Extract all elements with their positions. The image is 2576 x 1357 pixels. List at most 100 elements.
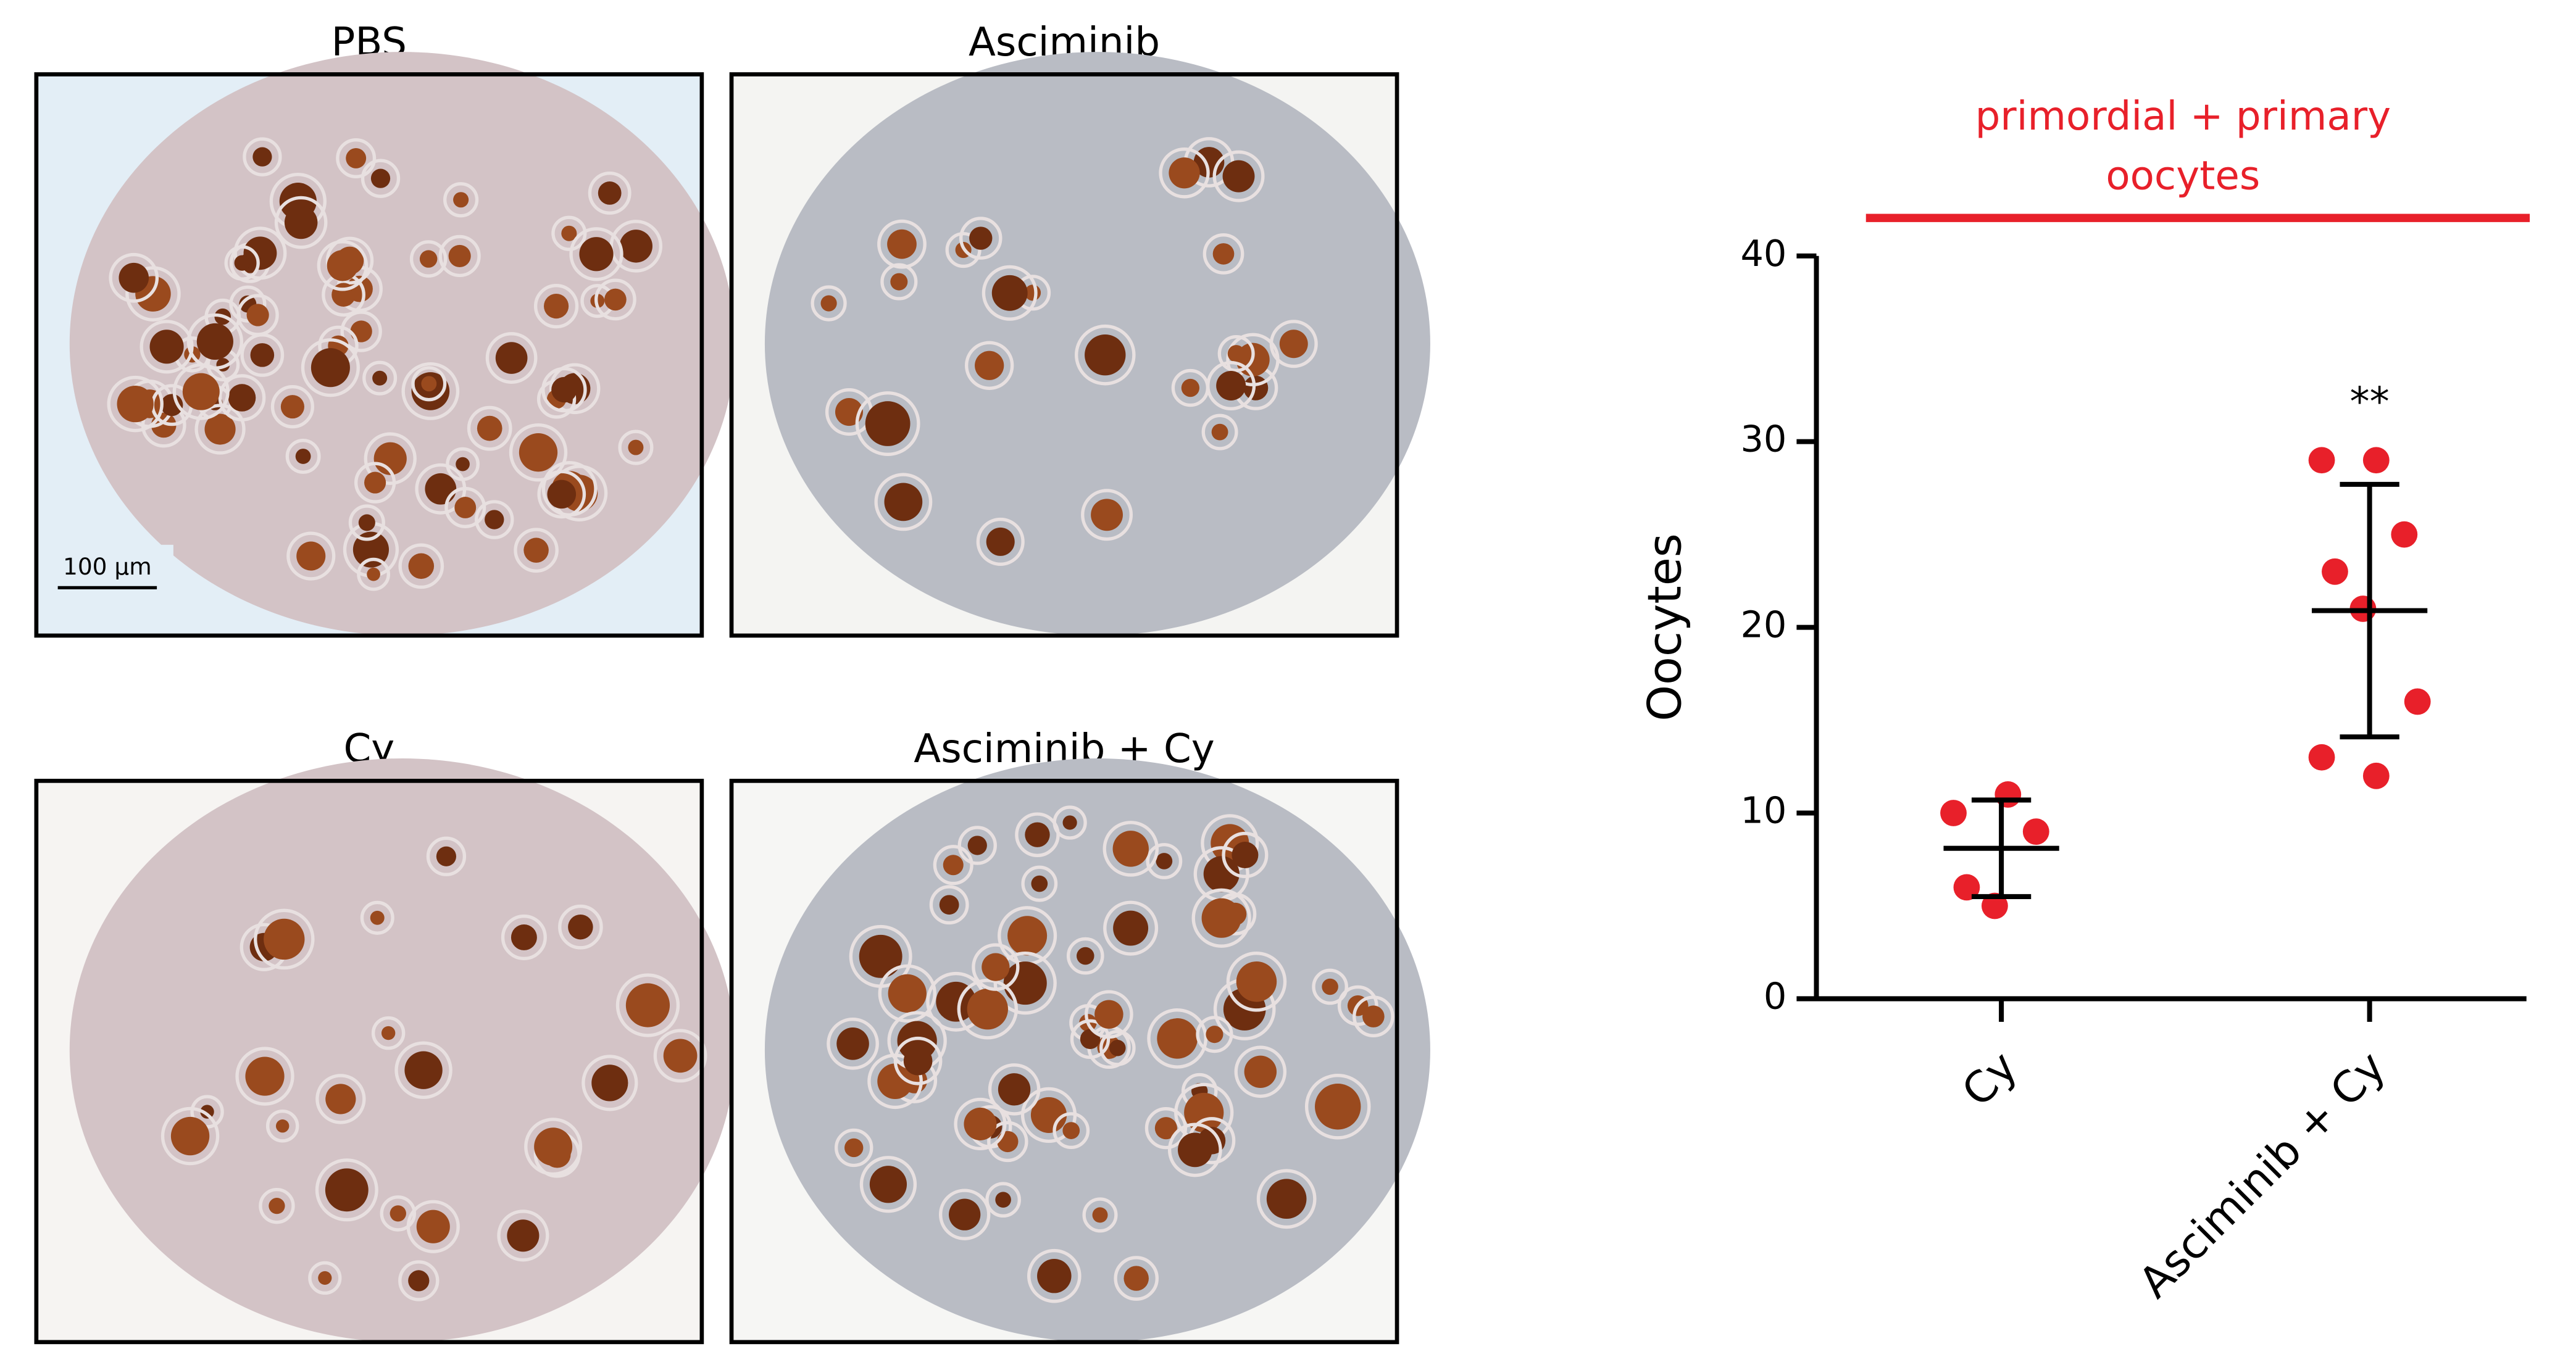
- follicle: [443, 182, 479, 218]
- oocyte: [275, 1119, 290, 1133]
- oocyte: [887, 229, 917, 259]
- oocyte: [245, 1056, 285, 1096]
- follicle: [618, 430, 654, 465]
- oocyte: [619, 230, 652, 263]
- follicle: [235, 1047, 294, 1106]
- oocyte: [325, 1084, 356, 1114]
- follicle: [549, 363, 601, 415]
- follicle: [1312, 968, 1348, 1005]
- follicle: [236, 294, 279, 336]
- data-point: [1953, 874, 1980, 901]
- follicle: [467, 405, 512, 451]
- oocyte: [456, 457, 470, 471]
- oocyte: [1178, 1132, 1212, 1168]
- follicle: [475, 500, 514, 539]
- oocyte: [964, 1107, 997, 1140]
- oocyte: [663, 1039, 698, 1073]
- follicle: [954, 1097, 1007, 1151]
- oocyte: [352, 531, 390, 568]
- follicle: [398, 1260, 440, 1301]
- oocyte: [264, 918, 305, 960]
- follicle: [1337, 985, 1378, 1026]
- oocyte: [1112, 831, 1149, 867]
- follicle: [533, 283, 579, 329]
- data-point: [2391, 521, 2418, 548]
- oocyte: [1222, 160, 1255, 193]
- follicle: [1203, 233, 1244, 275]
- oocyte: [485, 510, 504, 529]
- follicle: [325, 236, 374, 285]
- oocyte: [1211, 423, 1228, 441]
- oocyte: [1031, 875, 1048, 892]
- follicle: [880, 263, 918, 301]
- oocyte: [327, 250, 359, 281]
- oocyte: [284, 205, 318, 239]
- oocyte: [228, 384, 256, 412]
- oocyte: [1030, 1097, 1067, 1134]
- oocyte: [1184, 1092, 1224, 1133]
- follicle: [982, 265, 1038, 321]
- follicle: [945, 231, 982, 268]
- follicle: [401, 362, 460, 420]
- follicle: [959, 217, 1002, 260]
- follicle: [1256, 1169, 1317, 1229]
- oocyte: [381, 1026, 396, 1040]
- oocyte: [1244, 1055, 1277, 1089]
- data-point: [2362, 447, 2390, 474]
- follicle: [371, 1016, 406, 1050]
- follicle: [446, 447, 480, 481]
- follicle: [315, 1074, 366, 1124]
- oocyte: [1279, 330, 1308, 359]
- follicle: [409, 240, 448, 278]
- oocyte: [200, 1105, 214, 1119]
- oocyte: [1266, 1179, 1307, 1219]
- follicle: [1196, 1016, 1233, 1053]
- follicle: [361, 159, 401, 198]
- follicle: [160, 1106, 220, 1166]
- oocyte: [419, 250, 438, 268]
- oocyte: [836, 1027, 869, 1060]
- oocyte: [949, 1198, 981, 1230]
- oocyte: [869, 1166, 907, 1203]
- oocyte: [1157, 1018, 1198, 1059]
- oocyte: [544, 294, 569, 319]
- oocyte: [1212, 243, 1235, 265]
- y-tick-label: 0: [1764, 975, 1786, 1018]
- follicle: [274, 196, 328, 249]
- follicle: [497, 1210, 549, 1262]
- oocyte: [453, 192, 469, 208]
- oocyte: [252, 147, 272, 167]
- significance: **: [2350, 379, 2390, 425]
- follicle: [811, 285, 847, 322]
- follicle: [315, 1158, 378, 1222]
- follicle: [1212, 150, 1265, 202]
- oocyte: [243, 236, 277, 270]
- data-point: [2362, 762, 2390, 789]
- oocyte: [1003, 961, 1047, 1005]
- oocyte: [1113, 910, 1149, 946]
- oocyte: [534, 1127, 573, 1166]
- oocyte: [149, 330, 184, 364]
- follicle: [265, 1109, 299, 1143]
- oocyte: [404, 1051, 443, 1089]
- oocyte: [311, 348, 350, 388]
- follicle: [1167, 1123, 1222, 1177]
- oocyte: [1169, 157, 1200, 189]
- follicle: [308, 1261, 342, 1295]
- follicle: [1114, 1256, 1159, 1301]
- oocyte: [523, 537, 549, 563]
- oocyte: [1092, 1207, 1108, 1223]
- follicle: [1146, 843, 1183, 879]
- oocyte: [1007, 916, 1048, 956]
- follicle: [514, 528, 559, 573]
- x-tick-label: Asciminib + Cy: [2129, 1042, 2395, 1308]
- follicle: [1052, 1112, 1090, 1149]
- follicle: [485, 332, 538, 384]
- follicle: [357, 557, 390, 591]
- oocyte: [204, 413, 236, 445]
- oocyte: [1362, 1005, 1385, 1027]
- oocyte: [182, 373, 220, 410]
- follicle: [1052, 805, 1087, 840]
- follicle: [259, 1187, 295, 1224]
